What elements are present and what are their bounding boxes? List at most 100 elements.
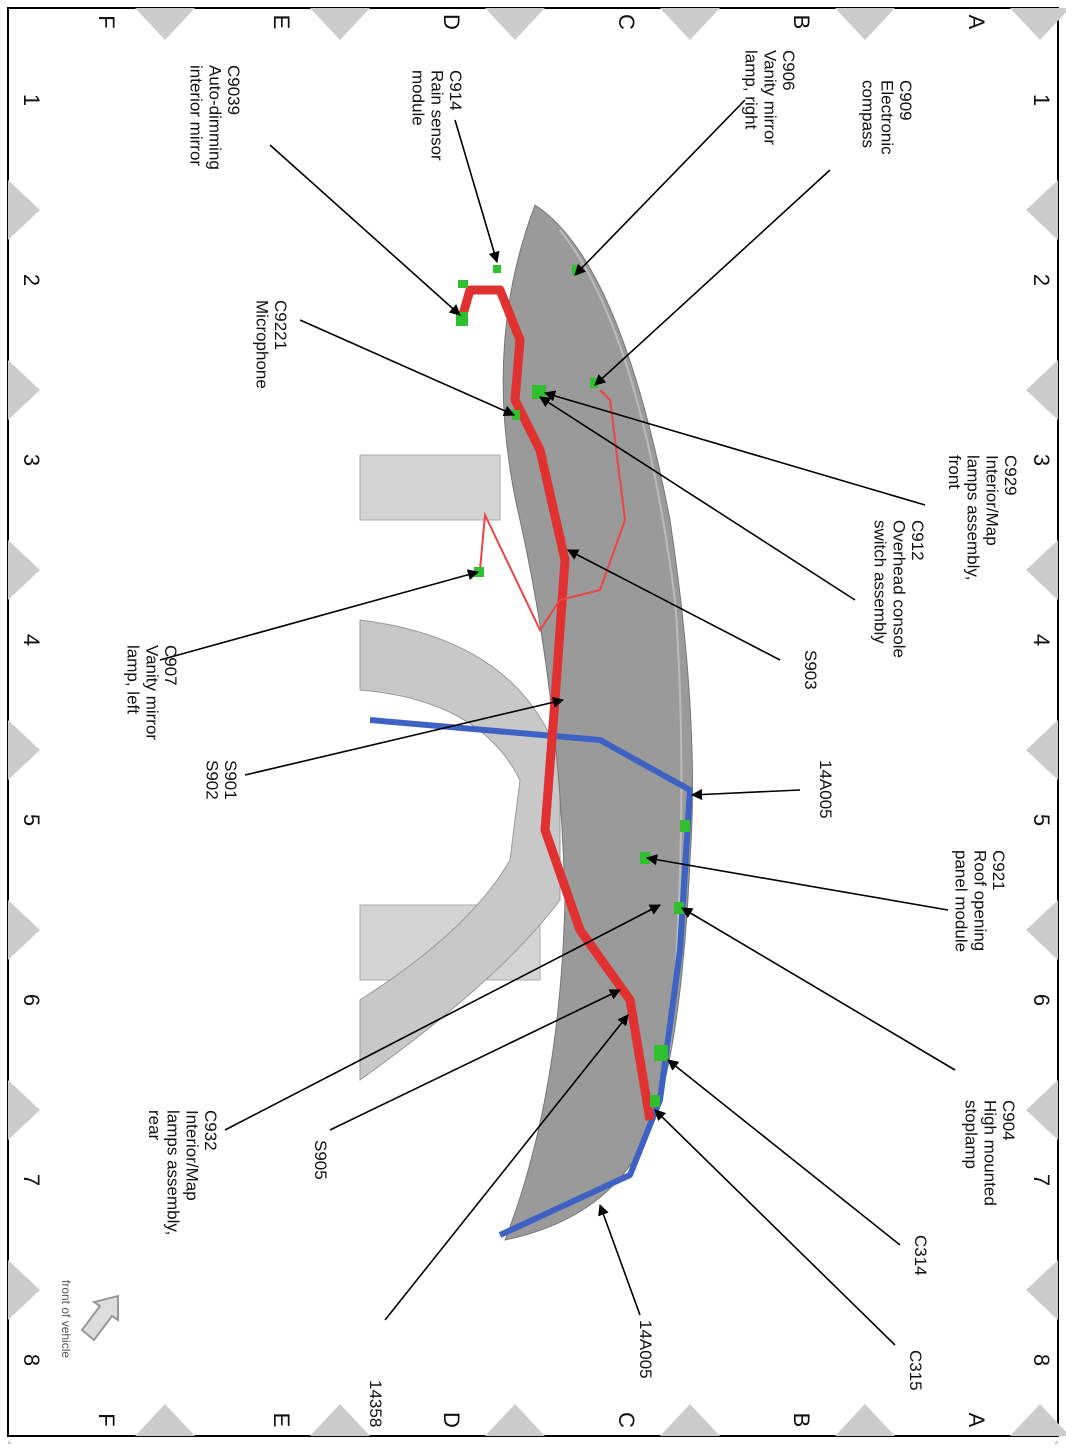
grid-column-label: 4 — [1029, 634, 1054, 646]
callout-line: C9039 — [224, 65, 243, 115]
callout-line: Auto-dimming — [205, 65, 224, 170]
leader-line — [539, 396, 856, 601]
grid-row-label: F — [94, 1413, 119, 1426]
callout-line: lamp, right — [742, 50, 761, 130]
grid-labels: A A B B C C D D E E F F 1 1 2 2 3 3 4 4 5 5 6 6 7 7 8 8 — [19, 14, 1054, 1428]
callout-line: Vanity mirror — [142, 645, 161, 740]
grid-column-label: 1 — [1029, 94, 1054, 106]
grid-row-label: E — [269, 1413, 294, 1428]
callout-line: C914 — [446, 70, 465, 111]
callout-line: lamp, left — [124, 645, 143, 714]
callout-line: C921 — [989, 850, 1008, 891]
leader-line — [654, 1109, 896, 1346]
grid-column-label: 2 — [19, 274, 44, 286]
leader-line — [299, 319, 516, 417]
callout-label: C9221Microphone — [252, 300, 290, 389]
callout-label: C932Interior/Maplamps assembly,rear — [145, 1110, 220, 1235]
grid-column-label: 6 — [19, 994, 44, 1006]
grid-row-label: D — [439, 14, 464, 30]
callout-line: module — [409, 70, 428, 126]
callout-line: Rain sensor — [427, 70, 446, 161]
grid-row-label: A — [964, 1413, 989, 1428]
callout-line: C9221 — [271, 300, 290, 350]
callout-line: rear — [145, 1110, 164, 1141]
leader-line — [645, 854, 949, 911]
leader-line — [690, 788, 801, 801]
callout-line: 14A005 — [636, 1320, 655, 1379]
leader-line — [244, 696, 565, 776]
leader-line — [269, 144, 461, 316]
callout-line: S903 — [801, 650, 820, 690]
callout-label: 14A005 — [816, 760, 835, 819]
callout-label: S903 — [801, 650, 820, 690]
callout-label: C9039Auto-dimminginterior mirror — [187, 65, 243, 170]
grid-column-label: 3 — [1029, 454, 1054, 466]
grid-column-label: 5 — [1029, 814, 1054, 826]
callout-label: C929Interior/Maplamps assembly,front — [945, 455, 1020, 580]
callout-label: C909Electroniccompass — [859, 80, 915, 155]
callout-line: S901 — [221, 760, 240, 800]
callout-line: compass — [859, 80, 878, 148]
callout-line: Roof opening — [970, 850, 989, 951]
callout-line: 14A005 — [816, 760, 835, 819]
grid-row-label: F — [94, 15, 119, 28]
grid-row-label: D — [439, 1412, 464, 1428]
grid-row-label: E — [269, 15, 294, 30]
grid-column-label: 7 — [1029, 1174, 1054, 1186]
callout-label: C315 — [906, 1350, 925, 1391]
grid-column-label: 5 — [19, 814, 44, 826]
leader-line — [598, 1203, 641, 1316]
callout-line: Overhead console — [889, 520, 908, 658]
grid-column-label: 1 — [19, 94, 44, 106]
leader-line — [159, 569, 480, 661]
grid-row-label: B — [789, 15, 814, 30]
leader-line — [574, 99, 746, 276]
callout-line: Interior/Map — [982, 455, 1001, 546]
leader-line — [454, 119, 500, 264]
grid-row-label: A — [964, 15, 989, 30]
grid-column-label: 7 — [19, 1174, 44, 1186]
callout-label: C912Overhead consoleswitch assembly — [871, 520, 927, 658]
front-arrow — [80, 1294, 119, 1342]
callout-line: S902 — [202, 760, 221, 800]
grid-column-label: 3 — [19, 454, 44, 466]
grid-column-label: 2 — [1029, 274, 1054, 286]
callout-line: Vanity mirror — [760, 50, 779, 145]
callout-line: stoplamp — [962, 1100, 981, 1169]
callout-line: C315 — [906, 1350, 925, 1391]
callout-line: C932 — [201, 1110, 220, 1151]
callout-line: High mounted — [980, 1100, 999, 1206]
grid-column-label: 8 — [1029, 1354, 1054, 1366]
callout-label: 14358 — [366, 1380, 385, 1427]
leader-line — [681, 907, 956, 1071]
callout-line: C906 — [779, 50, 798, 91]
leader-line — [224, 904, 661, 1131]
callout-line: Electronic — [877, 80, 896, 155]
grid-column-label: 4 — [19, 634, 44, 646]
callout-line: lamps assembly, — [164, 1110, 183, 1235]
callout-label: S905 — [311, 1140, 330, 1180]
callout-line: C929 — [1001, 455, 1020, 496]
callout-label: 14A005 — [636, 1320, 655, 1379]
grid-row-label: C — [614, 14, 639, 30]
callout-line: front — [945, 455, 964, 489]
callout-label: C921Roof openingpanel module — [952, 850, 1008, 952]
front-label: front of vehicle — [59, 1280, 73, 1358]
callout-line: C909 — [896, 80, 915, 121]
leader-line — [667, 1059, 901, 1246]
callout-label: C906Vanity mirrorlamp, right — [742, 50, 798, 145]
callout-label: C907Vanity mirrorlamp, left — [124, 645, 180, 740]
leader-line — [567, 549, 781, 661]
triangle — [8, 1440, 1058, 1449]
grid-column-label: 8 — [19, 1354, 44, 1366]
leader-line — [384, 1014, 629, 1321]
callout-line: S905 — [311, 1140, 330, 1180]
callout-line: C314 — [911, 1235, 930, 1276]
callout-line: panel module — [952, 850, 971, 952]
callout-line: C904 — [999, 1100, 1018, 1141]
callout-line: C907 — [161, 645, 180, 686]
callout-line: interior mirror — [187, 65, 206, 166]
